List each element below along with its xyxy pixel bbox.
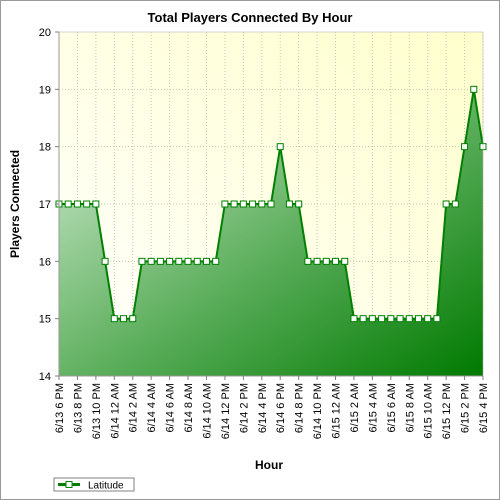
x-tick-label: 6/14 2 PM	[238, 383, 250, 433]
data-point	[120, 315, 128, 323]
data-point	[461, 143, 469, 151]
data-point	[470, 85, 478, 93]
data-point	[424, 315, 432, 323]
data-point	[258, 200, 266, 208]
y-tick-label: 15	[39, 314, 51, 326]
x-tick-label: 6/15 6 AM	[386, 383, 398, 433]
x-tick-label: 6/14 6 AM	[165, 383, 177, 433]
y-axis-ticks: 14 15 16 17 18 19 20	[39, 27, 59, 383]
data-point	[129, 315, 137, 323]
x-tick-label: 6/14 12 AM	[109, 383, 121, 439]
x-tick-label: 6/15 12 AM	[331, 383, 343, 439]
data-point	[341, 257, 349, 265]
data-point	[193, 257, 201, 265]
data-point	[350, 315, 358, 323]
data-point	[433, 315, 441, 323]
x-tick-label: 6/14 8 PM	[294, 383, 306, 433]
data-point	[156, 257, 164, 265]
data-point	[230, 200, 238, 208]
data-point	[368, 315, 376, 323]
data-point	[387, 315, 395, 323]
y-tick-label: 16	[39, 256, 51, 268]
data-point	[92, 200, 100, 208]
x-tick-label: 6/14 10 AM	[201, 383, 213, 439]
legend-swatch-marker	[65, 481, 73, 488]
y-tick-label: 17	[39, 199, 51, 211]
y-tick-label: 14	[39, 371, 51, 383]
data-point	[332, 257, 340, 265]
x-tick-label: 6/15 8 AM	[404, 383, 416, 433]
x-tick-label: 6/13 8 PM	[72, 383, 84, 433]
x-tick-label: 6/13 10 PM	[91, 383, 103, 439]
data-point	[138, 257, 146, 265]
data-point	[414, 315, 422, 323]
data-point	[378, 315, 386, 323]
legend-label: Latitude	[88, 481, 124, 492]
x-tick-label: 6/15 10 AM	[423, 383, 435, 439]
data-point	[322, 257, 330, 265]
data-point	[285, 200, 293, 208]
data-point	[166, 257, 174, 265]
data-point	[295, 200, 303, 208]
x-tick-label: 6/14 12 PM	[220, 383, 232, 439]
x-axis-label: Hour	[255, 458, 283, 472]
y-tick-label: 19	[39, 84, 51, 96]
chart-title: Total Players Connected By Hour	[148, 10, 353, 25]
series-area	[59, 89, 483, 376]
data-point	[451, 200, 459, 208]
data-point	[276, 143, 284, 151]
x-tick-label: 6/15 2 PM	[460, 383, 472, 433]
x-tick-label: 6/15 2 AM	[349, 383, 361, 433]
data-point	[221, 200, 229, 208]
y-axis-label: Players Connected	[8, 150, 22, 258]
legend-box	[53, 477, 135, 492]
x-tick-label: 6/13 6 PM	[54, 383, 66, 433]
x-tick-label: 6/14 8 AM	[183, 383, 195, 433]
data-point	[304, 257, 312, 265]
data-point	[202, 257, 210, 265]
data-point	[405, 315, 413, 323]
data-point	[73, 200, 81, 208]
x-tick-label: 6/15 4 PM	[478, 383, 490, 433]
data-point	[396, 315, 404, 323]
data-point	[175, 257, 183, 265]
data-point	[64, 200, 72, 208]
x-tick-label: 6/14 10 PM	[312, 383, 324, 439]
x-tick-label: 6/14 6 PM	[275, 383, 287, 433]
data-point	[212, 257, 220, 265]
data-point	[83, 200, 91, 208]
data-point	[184, 257, 192, 265]
data-point	[101, 257, 109, 265]
data-point	[442, 200, 450, 208]
y-tick-label: 20	[39, 27, 51, 39]
data-point	[110, 315, 118, 323]
x-tick-label: 6/15 12 PM	[441, 383, 453, 439]
data-point	[249, 200, 257, 208]
x-tick-label: 6/14 4 AM	[146, 383, 158, 433]
x-tick-label: 6/15 4 AM	[367, 383, 379, 433]
y-tick-label: 18	[39, 142, 51, 154]
legend: Latitude	[53, 477, 135, 492]
x-tick-label: 6/14 2 AM	[128, 383, 140, 433]
data-point	[147, 257, 155, 265]
data-point	[267, 200, 275, 208]
x-axis-ticks: 6/13 6 PM 6/13 8 PM 6/13 10 PM 6/14 12 AM 6/…	[54, 376, 490, 439]
x-tick-label: 6/14 4 PM	[257, 383, 269, 433]
data-point	[359, 315, 367, 323]
data-point	[313, 257, 321, 265]
data-point	[239, 200, 247, 208]
